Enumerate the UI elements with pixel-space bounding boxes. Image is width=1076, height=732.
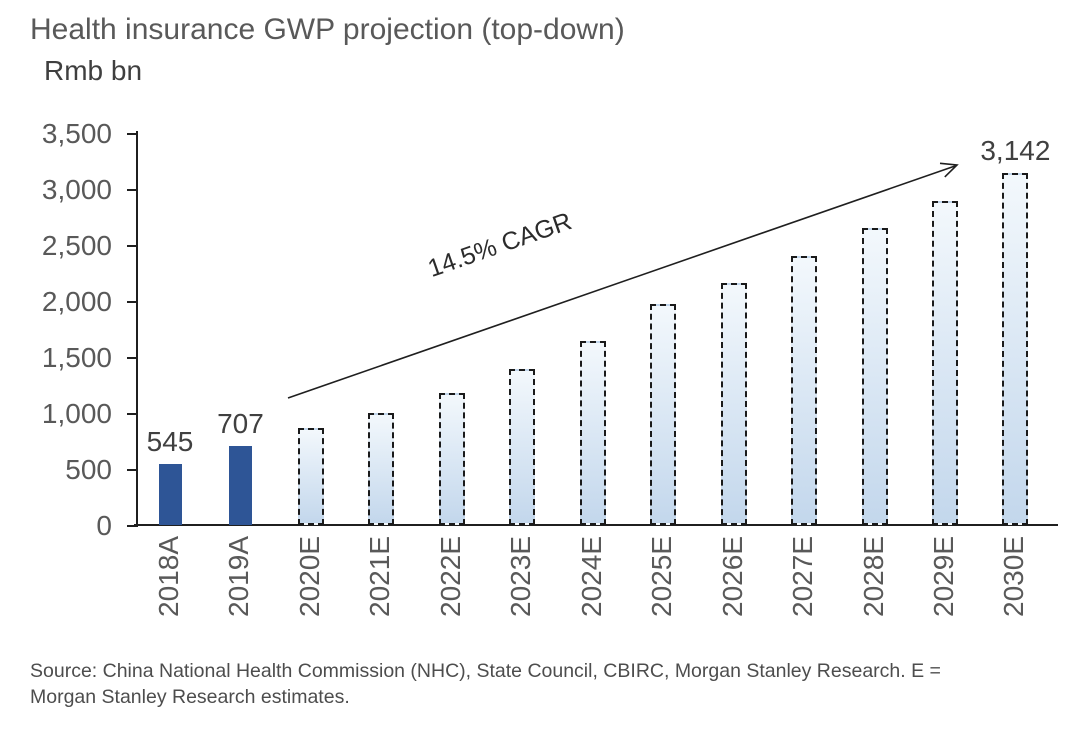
bar-estimate <box>297 428 324 525</box>
y-axis-tick-mark <box>127 189 137 191</box>
x-axis-label-text: 2030E <box>998 536 1030 617</box>
bar-estimate <box>861 228 888 525</box>
y-axis-tick-label: 1,500 <box>41 342 112 373</box>
chart-title: Health insurance GWP projection (top-dow… <box>30 13 625 46</box>
y-axis-tick-mark <box>127 245 137 247</box>
x-axis-label-text: 2022E <box>434 536 466 617</box>
y-axis-tick-mark <box>127 301 137 303</box>
bar-estimate <box>650 304 677 525</box>
x-axis-line <box>134 524 1058 526</box>
y-axis-tick-mark <box>127 133 137 135</box>
bar-estimate <box>931 201 958 525</box>
x-axis-label: 2019A <box>223 536 255 617</box>
x-axis-label: 2022E <box>435 536 467 617</box>
bar-estimate <box>791 256 818 525</box>
x-axis-label: 2028E <box>858 536 890 617</box>
bar-actual <box>228 446 252 525</box>
y-axis-tick-label: 500 <box>65 454 112 485</box>
bar-data-label: 707 <box>217 408 264 439</box>
x-axis-label-text: 2027E <box>787 536 819 617</box>
x-axis-label: 2025E <box>646 536 678 617</box>
x-axis-label: 2030E <box>998 536 1030 617</box>
x-axis-label-text: 2018A <box>153 536 184 617</box>
y-axis-tick-label: 2,000 <box>41 286 112 317</box>
cagr-annotation: 14.5% CAGR <box>424 207 576 283</box>
source-note: Source: China National Health Commission… <box>30 660 941 708</box>
x-axis-label: 2024E <box>576 536 608 617</box>
x-axis-label-text: 2019A <box>223 536 255 617</box>
y-axis-units-label: Rmb bn <box>44 55 143 86</box>
x-axis-label: 2027E <box>787 536 819 617</box>
x-axis-label-text: 2024E <box>575 536 607 617</box>
x-axis-label: 2021E <box>364 536 396 617</box>
y-axis-tick-mark <box>127 357 137 359</box>
bar-estimate <box>368 413 395 525</box>
x-axis-label: 2023E <box>505 536 537 617</box>
y-axis-tick-label: 3,500 <box>41 118 112 149</box>
x-axis-label-text: 2023E <box>505 536 537 617</box>
bar-data-label: 3,142 <box>980 135 1051 166</box>
x-axis-label: 2029E <box>928 536 960 617</box>
bar-estimate <box>1002 173 1029 525</box>
y-axis-tick-mark <box>127 469 137 471</box>
bar-estimate <box>438 393 465 525</box>
bar-estimate <box>579 341 606 525</box>
bar-estimate <box>509 369 536 525</box>
x-axis-label-text: 2028E <box>857 536 889 617</box>
y-axis-line <box>136 131 138 527</box>
x-axis-label: 2026E <box>717 536 749 617</box>
x-axis-label: 2020E <box>294 536 326 617</box>
bar-estimate <box>720 283 747 525</box>
y-axis-tick-label: 2,500 <box>41 230 112 261</box>
x-axis-label-text: 2020E <box>293 536 325 617</box>
x-axis-label-text: 2029E <box>927 536 959 617</box>
y-axis-tick-label: 1,000 <box>41 398 112 429</box>
y-axis-tick-mark <box>127 413 137 415</box>
bar-data-label: 545 <box>146 426 194 457</box>
x-axis-label-text: 2025E <box>646 536 678 617</box>
y-axis-tick-label: 0 <box>96 510 112 541</box>
x-axis-label-text: 2026E <box>716 536 748 617</box>
x-axis-label: 2018A <box>153 536 185 617</box>
x-axis-label-text: 2021E <box>364 536 396 617</box>
y-axis-tick-label: 3,000 <box>41 174 112 205</box>
y-axis-tick-mark <box>127 525 137 527</box>
bar-actual <box>158 464 182 525</box>
